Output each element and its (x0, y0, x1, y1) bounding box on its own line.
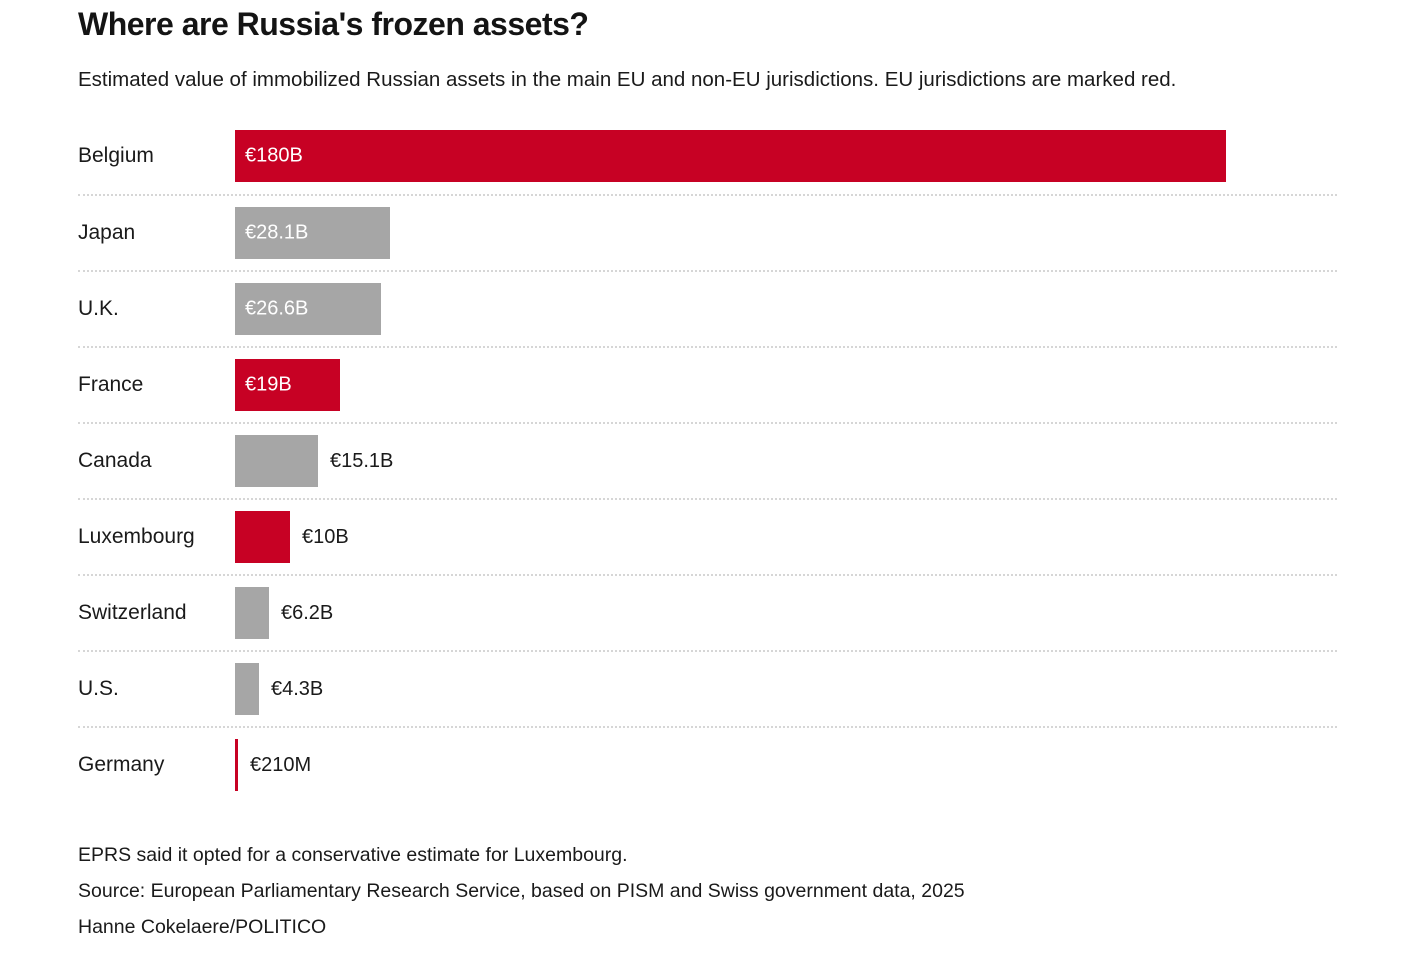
chart-footer: EPRS said it opted for a conservative es… (78, 844, 1416, 939)
value-label: €210M (250, 753, 312, 776)
bar-row-luxembourg: Luxembourg €10B (78, 498, 1337, 574)
value-bar (235, 283, 381, 335)
country-label: Japan (78, 221, 136, 244)
country-label: Germany (78, 753, 165, 776)
bar-zone: €180B (235, 118, 1337, 194)
value-label: €28.1B (245, 221, 309, 244)
chart-page: Where are Russia's frozen assets? Estima… (78, 6, 1416, 939)
bar-row-belgium: Belgium €180B (78, 118, 1337, 194)
country-label: U.S. (78, 677, 119, 700)
chart-subtitle: Estimated value of immobilized Russian a… (78, 68, 1177, 91)
bar-row-japan: Japan €28.1B (78, 194, 1337, 270)
value-bar (235, 435, 318, 487)
country-label: Canada (78, 449, 152, 472)
bar-zone: €26.6B (235, 272, 1337, 346)
value-bar (235, 587, 269, 639)
bar-row-germany: Germany €210M (78, 726, 1337, 802)
value-label: €6.2B (281, 601, 334, 624)
country-label: Belgium (78, 144, 154, 167)
value-label: €19B (245, 373, 292, 396)
value-bar (235, 739, 238, 791)
chart-title: Where are Russia's frozen assets? (78, 6, 589, 42)
country-label: Luxembourg (78, 525, 195, 548)
chart-note: EPRS said it opted for a conservative es… (78, 844, 628, 866)
chart-byline: Hanne Cokelaere/POLITICO (78, 916, 327, 938)
bar-zone: €19B (235, 348, 1337, 422)
value-label: €4.3B (271, 677, 324, 700)
value-bar (235, 511, 290, 563)
value-label: €10B (302, 525, 349, 548)
country-label: Switzerland (78, 601, 187, 624)
value-bar (235, 130, 1226, 182)
chart-source: Source: European Parliamentary Research … (78, 880, 965, 902)
value-bar (235, 663, 259, 715)
bar-zone: €210M (235, 728, 1337, 802)
value-bar (235, 207, 390, 259)
bar-zone: €4.3B (235, 652, 1337, 726)
bar-zone: €28.1B (235, 196, 1337, 270)
value-bar (235, 359, 340, 411)
country-label: U.K. (78, 297, 119, 320)
value-label: €15.1B (330, 449, 394, 472)
bar-zone: €15.1B (235, 424, 1337, 498)
bar-chart: Belgium €180B Japan €28.1B U.K. €26.6B F… (78, 118, 1337, 802)
country-label: France (78, 373, 144, 396)
bar-row-u-k: U.K. €26.6B (78, 270, 1337, 346)
bar-zone: €6.2B (235, 576, 1337, 650)
value-label: €26.6B (245, 297, 309, 320)
bar-row-france: France €19B (78, 346, 1337, 422)
bar-zone: €10B (235, 500, 1337, 574)
bar-row-u-s: U.S. €4.3B (78, 650, 1337, 726)
value-label: €180B (245, 144, 303, 167)
bar-row-canada: Canada €15.1B (78, 422, 1337, 498)
bar-row-switzerland: Switzerland €6.2B (78, 574, 1337, 650)
